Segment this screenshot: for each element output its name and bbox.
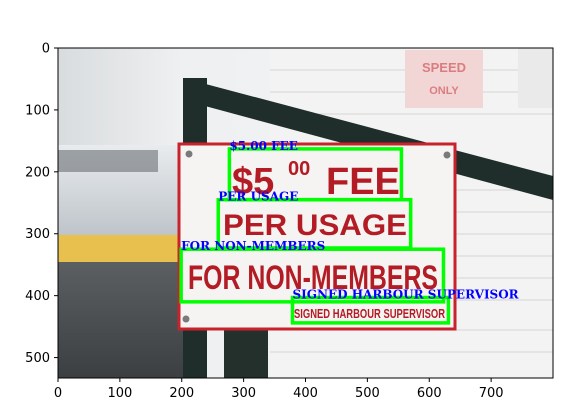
y-tick-label: 0	[42, 42, 50, 57]
annotation-label: PER USAGE	[218, 190, 298, 204]
annotation-label: FOR NON-MEMBERS	[181, 239, 325, 253]
annotation-label: SIGNED HARBOUR SUPERVISOR	[293, 288, 520, 302]
y-tick-label: 200	[25, 165, 50, 180]
background-sign-line1: SPEED	[422, 60, 466, 75]
x-tick-label: 600	[417, 386, 442, 401]
sign-line-supervisor: SIGNED HARBOUR SUPERVISOR	[294, 306, 445, 321]
x-tick-label: 400	[293, 386, 318, 401]
boat-cabin	[58, 150, 158, 172]
annotation-box	[290, 295, 451, 325]
annotation-box	[179, 247, 446, 304]
screw-top-left	[185, 150, 193, 158]
screw-bottom-left	[182, 315, 190, 323]
siding-lines	[270, 69, 553, 353]
ground	[58, 262, 183, 378]
y-tick-label: 100	[25, 103, 50, 118]
x-tick-label: 500	[355, 386, 380, 401]
x-tick-label: 100	[107, 386, 132, 401]
annotation-label: $5.00 FEE	[229, 139, 298, 153]
y-tick-label: 400	[25, 289, 50, 304]
sign-fee-word: FEE	[326, 161, 400, 203]
x-tick-label: 0	[54, 386, 62, 401]
y-axis: 0 100 200 300 400 500	[25, 42, 58, 366]
photo: SPEED ONLY $5 00 FEE PER USAGE FOR NON-M…	[58, 48, 553, 378]
sign-fee-main: $5	[232, 161, 274, 203]
sign-line-per-usage: PER USAGE	[223, 209, 407, 242]
frame-diagonal-beam	[183, 78, 553, 200]
x-tick-label: 700	[479, 386, 504, 401]
screw-top-right	[443, 151, 451, 159]
sign-fee-cents: 00	[288, 158, 310, 180]
x-axis: 0 100 200 300 400 500 600 700	[54, 378, 504, 401]
window	[518, 48, 553, 108]
boat-yellow-hull	[58, 235, 178, 263]
x-tick-label: 200	[169, 386, 194, 401]
sign-line-non-members: FOR NON-MEMBERS	[188, 259, 438, 297]
y-tick-label: 300	[25, 227, 50, 242]
background-sign-line2: ONLY	[429, 85, 459, 97]
y-tick-label: 500	[25, 351, 50, 366]
background-sign	[405, 50, 483, 108]
x-tick-label: 300	[231, 386, 256, 401]
